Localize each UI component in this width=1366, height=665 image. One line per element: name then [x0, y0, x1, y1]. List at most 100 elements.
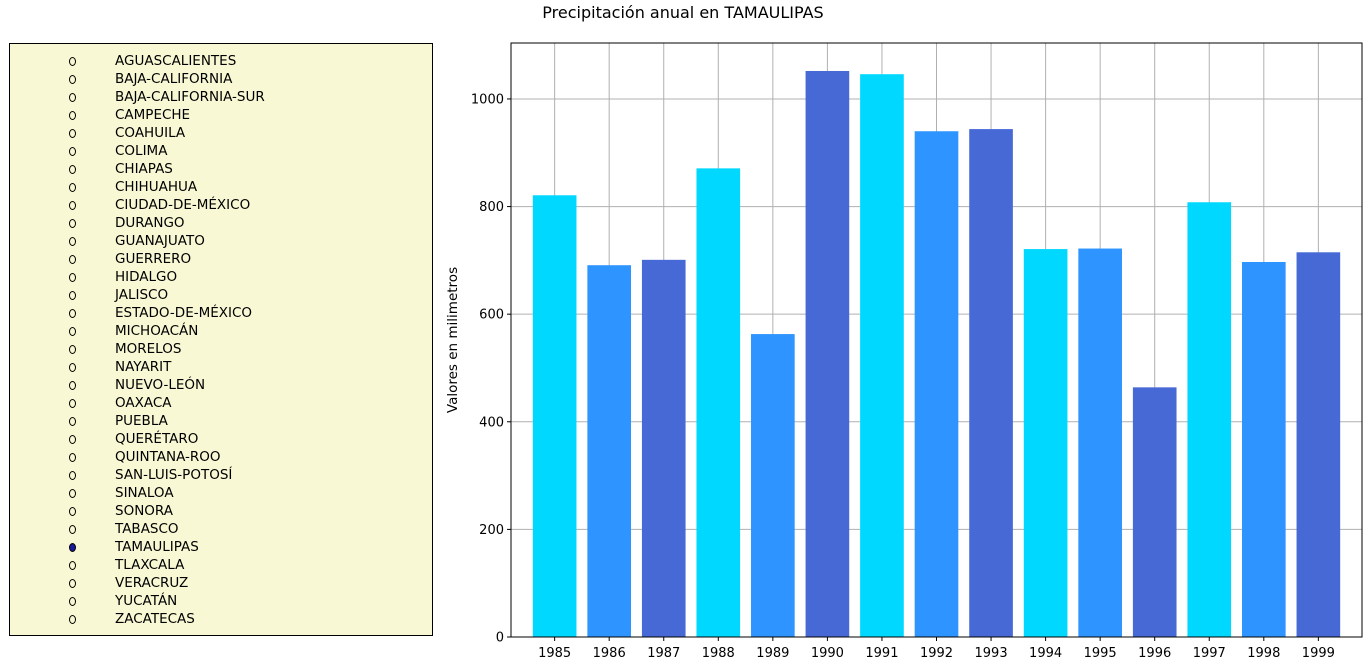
- radio-option-label: SONORA: [115, 503, 173, 519]
- radio-option-label: MORELOS: [115, 341, 182, 357]
- bar-1989: [751, 334, 795, 637]
- radio-option-querétaro[interactable]: QUERÉTARO: [10, 431, 432, 449]
- radio-option-sonora[interactable]: SONORA: [10, 503, 432, 521]
- radio-button-icon[interactable]: [69, 453, 76, 462]
- radio-option-zacatecas[interactable]: ZACATECAS: [10, 611, 432, 629]
- radio-button-icon[interactable]: [69, 399, 76, 408]
- radio-option-baja-california[interactable]: BAJA-CALIFORNIA: [10, 71, 432, 89]
- x-tick-label: 1989: [756, 646, 789, 661]
- radio-button-icon[interactable]: [69, 363, 76, 372]
- radio-option-label: HIDALGO: [115, 269, 178, 285]
- radio-button-icon[interactable]: [69, 201, 76, 210]
- radio-button-icon[interactable]: [69, 111, 76, 120]
- y-tick-label: 400: [479, 415, 504, 430]
- x-tick-label: 1991: [865, 646, 898, 661]
- radio-button-icon[interactable]: [69, 507, 76, 516]
- x-tick-label: 1996: [1138, 646, 1171, 661]
- y-tick-label: 0: [496, 631, 504, 646]
- radio-option-quintana-roo[interactable]: QUINTANA-ROO: [10, 449, 432, 467]
- radio-button-icon[interactable]: [69, 597, 76, 606]
- radio-option-label: NAYARIT: [115, 359, 172, 375]
- y-axis-label: Valores en milimetros: [445, 267, 461, 413]
- radio-option-guerrero[interactable]: GUERRERO: [10, 251, 432, 269]
- radio-option-tamaulipas[interactable]: TAMAULIPAS: [10, 539, 432, 557]
- radio-button-icon[interactable]: [69, 147, 76, 156]
- radio-option-tabasco[interactable]: TABASCO: [10, 521, 432, 539]
- radio-option-label: NUEVO-LEÓN: [115, 377, 206, 393]
- radio-option-yucatán[interactable]: YUCATÁN: [10, 593, 432, 611]
- radio-option-label: COAHUILA: [115, 125, 186, 141]
- radio-option-campeche[interactable]: CAMPECHE: [10, 107, 432, 125]
- radio-option-nuevo-león[interactable]: NUEVO-LEÓN: [10, 377, 432, 395]
- radio-option-label: GUERRERO: [115, 251, 192, 267]
- radio-button-icon[interactable]: [69, 291, 76, 300]
- radio-button-icon[interactable]: [69, 57, 76, 66]
- y-tick-label: 800: [479, 200, 504, 215]
- radio-button-icon[interactable]: [69, 273, 76, 282]
- radio-option-baja-california-sur[interactable]: BAJA-CALIFORNIA-SUR: [10, 89, 432, 107]
- radio-button-icon[interactable]: [69, 615, 76, 624]
- radio-option-tlaxcala[interactable]: TLAXCALA: [10, 557, 432, 575]
- radio-option-durango[interactable]: DURANGO: [10, 215, 432, 233]
- radio-button-icon[interactable]: [69, 165, 76, 174]
- bar-1998: [1241, 261, 1286, 637]
- bar-1992: [914, 131, 959, 637]
- radio-button-icon[interactable]: [69, 435, 76, 444]
- radio-button-icon[interactable]: [69, 489, 76, 498]
- radio-option-label: SINALOA: [115, 485, 174, 501]
- bar-1995: [1078, 248, 1122, 638]
- x-tick-label: 1990: [811, 646, 844, 661]
- radio-option-ciudad-de-méxico[interactable]: CIUDAD-DE-MÉXICO: [10, 197, 432, 215]
- radio-option-coahuila[interactable]: COAHUILA: [10, 125, 432, 143]
- radio-option-label: CHIAPAS: [115, 161, 173, 177]
- radio-option-michoacán[interactable]: MICHOACÁN: [10, 323, 432, 341]
- radio-option-jalisco[interactable]: JALISCO: [10, 287, 432, 305]
- bar-1987: [641, 259, 686, 637]
- radio-button-icon[interactable]: [69, 471, 76, 480]
- radio-option-guanajuato[interactable]: GUANAJUATO: [10, 233, 432, 251]
- radio-button-icon[interactable]: [69, 381, 76, 390]
- x-tick-label: 1997: [1193, 646, 1226, 661]
- radio-option-sinaloa[interactable]: SINALOA: [10, 485, 432, 503]
- radio-option-label: BAJA-CALIFORNIA-SUR: [115, 89, 265, 105]
- y-tick-label: 1000: [471, 92, 504, 107]
- radio-button-icon[interactable]: [69, 345, 76, 354]
- radio-button-icon[interactable]: [69, 309, 76, 318]
- x-tick-label: 1998: [1247, 646, 1280, 661]
- radio-option-puebla[interactable]: PUEBLA: [10, 413, 432, 431]
- radio-option-colima[interactable]: COLIMA: [10, 143, 432, 161]
- radio-option-morelos[interactable]: MORELOS: [10, 341, 432, 359]
- radio-button-icon[interactable]: [69, 93, 76, 102]
- radio-option-hidalgo[interactable]: HIDALGO: [10, 269, 432, 287]
- radio-option-chiapas[interactable]: CHIAPAS: [10, 161, 432, 179]
- radio-button-icon[interactable]: [69, 525, 76, 534]
- radio-option-label: JALISCO: [115, 287, 169, 303]
- radio-button-icon[interactable]: [69, 237, 76, 246]
- radio-option-nayarit[interactable]: NAYARIT: [10, 359, 432, 377]
- radio-button-icon[interactable]: [69, 219, 76, 228]
- radio-option-estado-de-méxico[interactable]: ESTADO-DE-MÉXICO: [10, 305, 432, 323]
- bar-1993: [969, 129, 1013, 637]
- radio-button-icon[interactable]: [69, 129, 76, 138]
- radio-option-label: SAN-LUIS-POTOSÍ: [115, 467, 233, 483]
- radio-option-veracruz[interactable]: VERACRUZ: [10, 575, 432, 593]
- radio-option-oaxaca[interactable]: OAXACA: [10, 395, 432, 413]
- radio-option-label: QUINTANA-ROO: [115, 449, 221, 465]
- radio-button-icon[interactable]: [69, 543, 76, 552]
- x-tick-label: 1985: [538, 646, 571, 661]
- x-tick-label: 1987: [647, 646, 680, 661]
- radio-button-icon[interactable]: [69, 417, 76, 426]
- radio-button-icon[interactable]: [69, 255, 76, 264]
- radio-option-san-luis-potosí[interactable]: SAN-LUIS-POTOSÍ: [10, 467, 432, 485]
- radio-button-icon[interactable]: [69, 561, 76, 570]
- radio-button-icon[interactable]: [69, 579, 76, 588]
- radio-button-icon[interactable]: [69, 75, 76, 84]
- radio-option-label: PUEBLA: [115, 413, 168, 429]
- radio-option-aguascalientes[interactable]: AGUASCALIENTES: [10, 53, 432, 71]
- radio-option-label: OAXACA: [115, 395, 172, 411]
- radio-button-icon[interactable]: [69, 327, 76, 336]
- radio-option-label: CIUDAD-DE-MÉXICO: [115, 197, 251, 213]
- radio-button-icon[interactable]: [69, 183, 76, 192]
- radio-option-chihuahua[interactable]: CHIHUAHUA: [10, 179, 432, 197]
- x-tick-label: 1986: [593, 646, 626, 661]
